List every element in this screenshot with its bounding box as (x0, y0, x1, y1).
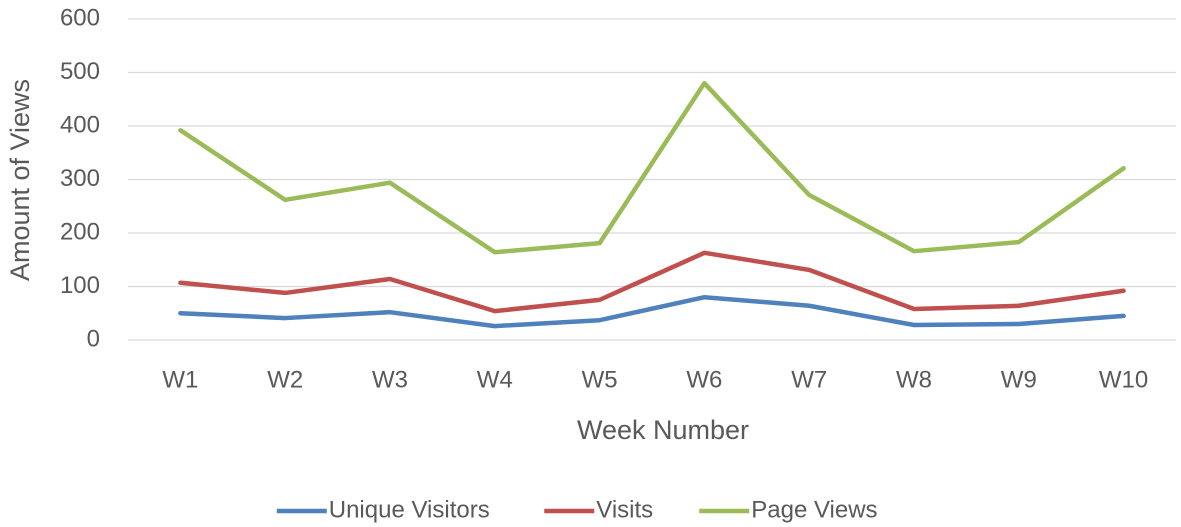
x-tick-label: W1 (162, 366, 198, 393)
series-line (178, 294, 1126, 329)
y-tick-label: 400 (60, 111, 100, 138)
x-tick-label: W2 (267, 366, 303, 393)
series-line (178, 250, 1126, 314)
y-tick-label: 300 (60, 165, 100, 192)
y-tick-label: 500 (60, 58, 100, 85)
y-tick-label: 100 (60, 272, 100, 299)
x-tick-label: W7 (791, 366, 827, 393)
series-line (178, 80, 1126, 255)
y-tick-label: 600 (60, 4, 100, 31)
legend-label: Unique Visitors (329, 496, 490, 523)
x-tick-label: W4 (477, 366, 513, 393)
x-tick-label: W10 (1099, 366, 1148, 393)
x-tick-label: W5 (582, 366, 618, 393)
y-axis-title: Amount of Views (5, 79, 35, 281)
x-axis-title: Week Number (577, 415, 749, 445)
y-tick-label: 200 (60, 218, 100, 245)
x-tick-label: W6 (686, 366, 722, 393)
x-tick-label: W9 (1001, 366, 1037, 393)
x-tick-label: W3 (372, 366, 408, 393)
legend-label: Visits (596, 496, 653, 523)
x-tick-label: W8 (896, 366, 932, 393)
y-tick-label: 0 (87, 325, 100, 352)
legend-label: Page Views (751, 496, 877, 523)
